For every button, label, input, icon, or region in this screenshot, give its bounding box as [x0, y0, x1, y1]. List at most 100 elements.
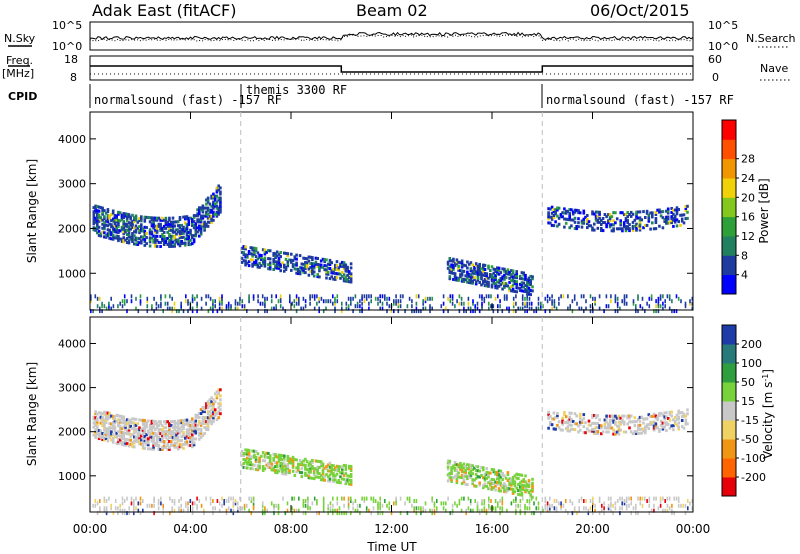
echo-cell — [138, 442, 141, 446]
echo-cell — [393, 301, 395, 306]
echo-cell — [677, 208, 680, 211]
echo-cell — [568, 423, 571, 427]
echo-cell — [365, 496, 368, 501]
echo-cell — [154, 431, 157, 435]
echo-cell — [483, 508, 486, 513]
echo-cell — [483, 501, 486, 506]
echo-cell — [518, 473, 522, 477]
echo-cell — [127, 418, 131, 422]
echo-cell — [626, 414, 629, 418]
echo-cell — [311, 294, 314, 299]
echo-cell — [208, 410, 212, 414]
echo-cell — [497, 489, 501, 493]
echo-cell — [148, 503, 151, 508]
echo-cell — [212, 499, 214, 503]
echo-cell — [115, 431, 118, 435]
echo-cell — [94, 422, 97, 426]
echo-cell — [141, 432, 145, 436]
echo-cell — [354, 304, 357, 309]
echo-cell — [152, 441, 155, 445]
echo-cell — [261, 451, 265, 455]
echo-cell — [448, 265, 452, 269]
echo-cell — [513, 480, 517, 484]
echo-cell — [654, 416, 658, 420]
echo-cell — [217, 210, 220, 214]
echo-cell — [286, 459, 290, 462]
echo-cell — [556, 414, 559, 417]
echo-cell — [140, 239, 143, 243]
echo-cell — [555, 499, 558, 503]
echo-cell — [637, 511, 639, 516]
echo-cell — [504, 490, 508, 494]
echo-cell — [352, 309, 354, 314]
echo-cell — [126, 299, 128, 304]
echo-cell — [506, 294, 508, 299]
echo-cell — [452, 464, 455, 468]
echo-cell — [455, 276, 459, 280]
echo-cell — [134, 230, 138, 234]
echo-cell — [176, 427, 180, 431]
echo-cell — [140, 217, 143, 221]
echo-cell — [178, 218, 182, 221]
echo-cell — [134, 417, 138, 421]
echo-cell — [600, 426, 603, 430]
echo-cell — [213, 212, 217, 216]
echo-cell — [600, 432, 603, 436]
echo-cell — [171, 240, 175, 244]
echo-cell — [187, 428, 191, 432]
echo-cell — [173, 236, 176, 240]
echo-cell — [365, 294, 368, 299]
echo-cell — [277, 252, 281, 256]
echo-cell — [497, 268, 501, 272]
echo-cell — [182, 309, 185, 314]
echo-cell — [261, 511, 264, 516]
echo-cell — [143, 439, 147, 442]
echo-cell — [191, 437, 194, 441]
echo-cell — [168, 244, 171, 248]
echo-cell — [201, 204, 205, 208]
echo-cell — [247, 264, 251, 268]
echo-cell — [194, 431, 198, 435]
echo-cell — [150, 218, 154, 222]
echo-cell — [103, 436, 106, 440]
echo-cell — [522, 289, 525, 293]
echo-cell — [184, 418, 187, 422]
echo-cell — [460, 468, 464, 472]
echo-cell — [462, 269, 466, 273]
echo-cell — [661, 216, 665, 220]
echo-cell — [124, 419, 127, 423]
echo-cell — [293, 255, 297, 259]
echo-cell — [515, 301, 517, 306]
echo-cell — [589, 506, 592, 511]
echo-cell — [431, 296, 433, 301]
echo-cell — [196, 301, 198, 306]
echo-cell — [136, 226, 140, 230]
echo-cell — [666, 215, 670, 219]
echo-cell — [106, 433, 110, 437]
echo-cell — [168, 422, 171, 426]
echo-cell — [298, 266, 302, 270]
echo-cell — [596, 218, 600, 222]
echo-cell — [106, 429, 110, 433]
echo-cell — [234, 299, 237, 304]
power-xticks — [89, 112, 694, 310]
echo-cell — [131, 223, 134, 227]
echo-cell — [113, 415, 117, 419]
echo-cell — [625, 503, 628, 508]
echo-cell — [212, 301, 214, 306]
echo-cell — [384, 294, 386, 299]
echo-cell — [334, 309, 336, 314]
echo-cell — [526, 309, 528, 314]
echo-cell — [129, 432, 132, 436]
echo-cell — [148, 423, 152, 427]
echo-cell — [334, 478, 337, 482]
echo-cell — [455, 473, 459, 477]
echo-cell — [155, 224, 159, 228]
echo-cell — [456, 299, 458, 304]
echo-cell — [161, 237, 164, 240]
echo-cell — [460, 279, 464, 283]
echo-cell — [321, 257, 325, 261]
echo-cell — [601, 503, 603, 508]
echo-cell — [578, 420, 582, 424]
echo-cell — [452, 476, 455, 480]
